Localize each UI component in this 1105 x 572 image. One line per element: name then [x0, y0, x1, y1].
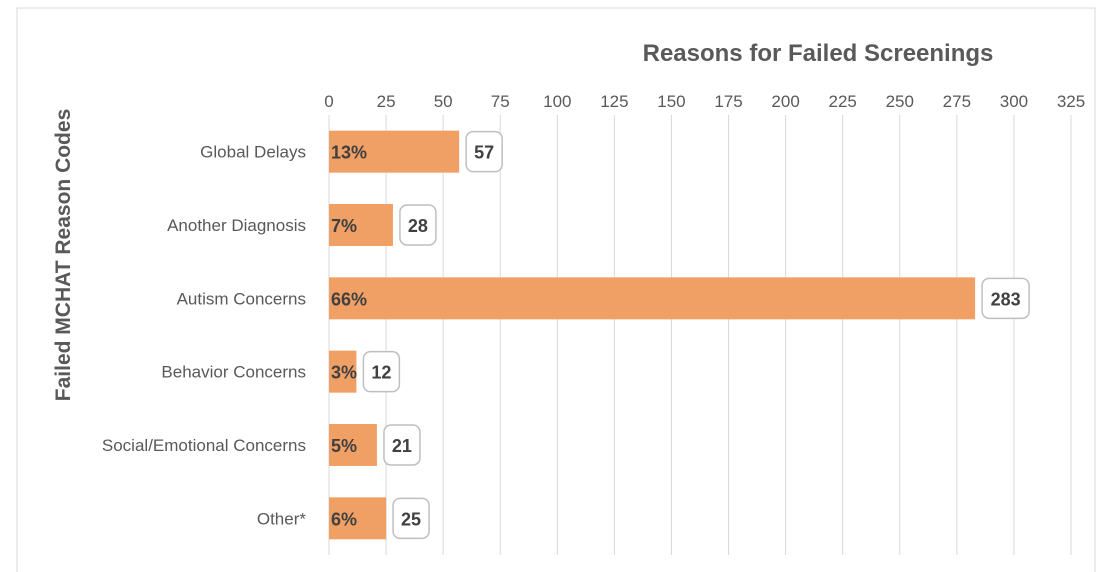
bar-percent-label: 13%: [331, 143, 367, 163]
value-label-box: [981, 277, 1030, 320]
bar-percent-label: 5%: [331, 436, 357, 456]
value-label-box: [383, 424, 421, 466]
bar-percent-label: 6%: [331, 509, 357, 529]
x-axis-ticks: 0 25 50 75 100 125 150 175 200 225 250 275 300 325: [324, 92, 1085, 111]
bar-percent-label: 7%: [331, 216, 357, 236]
y-axis-title: Failed MCHAT Reason Codes: [52, 109, 75, 401]
x-tick-label: 75: [491, 92, 510, 111]
bar-value-label: 25: [401, 509, 421, 529]
gridlines: [328, 115, 1072, 555]
bar: [329, 497, 387, 540]
x-tick-label: 275: [943, 92, 971, 111]
x-tick-label: 125: [600, 92, 628, 111]
category-labels: Global Delays Another Diagnosis Autism Con…: [102, 143, 306, 529]
bar-value-label: 12: [371, 363, 391, 383]
value-label-box: [465, 130, 503, 173]
x-tick-label: 250: [886, 92, 914, 111]
bar-percent-label: 3%: [331, 363, 357, 383]
x-tick-label: 25: [377, 92, 396, 111]
x-tick-label: 0: [324, 92, 333, 111]
category-label: Global Delays: [200, 143, 306, 162]
bar-percent-label: 66%: [331, 289, 367, 309]
x-tick-label: 300: [1000, 92, 1028, 111]
x-tick-label: 225: [829, 92, 857, 111]
value-label-box: [399, 204, 437, 246]
x-tick-label: 100: [543, 92, 571, 111]
category-label: Autism Concerns: [177, 289, 306, 308]
bar: [329, 424, 377, 466]
bar: [329, 130, 460, 173]
category-label: Social/Emotional Concerns: [102, 436, 306, 455]
value-label-box: [392, 497, 430, 540]
bar-value-label: 21: [392, 436, 412, 456]
bar: [329, 204, 393, 246]
x-tick-label: 200: [771, 92, 799, 111]
x-tick-label: 150: [657, 92, 685, 111]
value-label-box: [362, 350, 401, 393]
x-tick-label: 50: [434, 92, 453, 111]
bar: [329, 350, 357, 393]
bar-value-label: 57: [474, 143, 494, 163]
category-label: Other*: [257, 509, 307, 528]
bars: 13% 57 7% 28 66% 283 3% 12 5% 21 6% 25: [329, 130, 1030, 540]
category-label: Another Diagnosis: [167, 216, 306, 235]
bar-value-label: 28: [408, 216, 428, 236]
bar: [329, 277, 976, 320]
chart-title: Reasons for Failed Screenings: [643, 40, 994, 67]
x-tick-label: 175: [714, 92, 742, 111]
bar-value-label: 283: [991, 289, 1021, 309]
x-tick-label: 325: [1057, 92, 1085, 111]
category-label: Behavior Concerns: [161, 363, 306, 382]
